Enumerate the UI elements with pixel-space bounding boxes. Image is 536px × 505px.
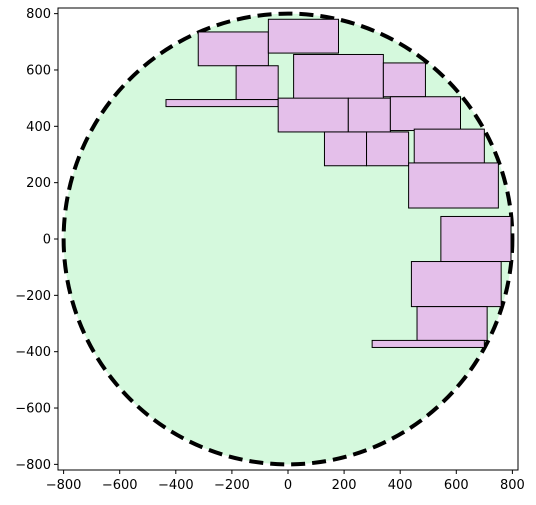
x-tick-label: 400 bbox=[388, 478, 413, 493]
rectangle-17 bbox=[371, 339, 485, 348]
x-tick-label: −600 bbox=[102, 478, 138, 493]
y-tick-label: 800 bbox=[26, 7, 51, 22]
rectangle-10 bbox=[323, 131, 368, 167]
y-tick-label: 600 bbox=[26, 63, 51, 78]
y-tick-label: −800 bbox=[15, 458, 51, 473]
y-tick-label: −200 bbox=[15, 289, 51, 304]
rectangle-4 bbox=[293, 53, 384, 101]
x-tick-label: 600 bbox=[444, 478, 469, 493]
rectangle-7 bbox=[277, 97, 349, 133]
y-tick-label: −600 bbox=[15, 402, 51, 417]
x-tick-label: 200 bbox=[332, 478, 357, 493]
y-tick-label: −400 bbox=[15, 345, 51, 360]
rectangle-14 bbox=[440, 215, 512, 263]
x-tick-label: 800 bbox=[500, 478, 525, 493]
x-axis: −800 −600 −400 −200 0 200 400 600 800 bbox=[46, 470, 525, 493]
x-tick-label: −200 bbox=[214, 478, 250, 493]
rectangle-13 bbox=[408, 162, 499, 209]
y-tick-label: 400 bbox=[26, 120, 51, 135]
rectangle-1 bbox=[197, 31, 269, 67]
x-tick-label: −400 bbox=[158, 478, 194, 493]
rectangle-6 bbox=[165, 99, 279, 108]
rectangle-2 bbox=[267, 18, 339, 54]
rectangle-12 bbox=[413, 128, 485, 164]
y-tick-label: 0 bbox=[43, 233, 51, 248]
x-tick-label: 0 bbox=[284, 478, 292, 493]
rectangles-layer bbox=[165, 18, 512, 348]
rectangle-15 bbox=[410, 261, 502, 308]
y-axis: −800 −600 −400 −200 0 200 400 600 800 bbox=[15, 7, 58, 473]
rectangle-9 bbox=[389, 96, 461, 132]
x-tick-label: −800 bbox=[46, 478, 82, 493]
rectangle-3 bbox=[235, 65, 279, 101]
rectangle-5 bbox=[382, 62, 426, 98]
rectangle-8 bbox=[347, 97, 391, 133]
y-tick-label: 200 bbox=[26, 176, 51, 191]
rectangle-16 bbox=[416, 306, 488, 341]
rectangle-11 bbox=[366, 131, 410, 167]
